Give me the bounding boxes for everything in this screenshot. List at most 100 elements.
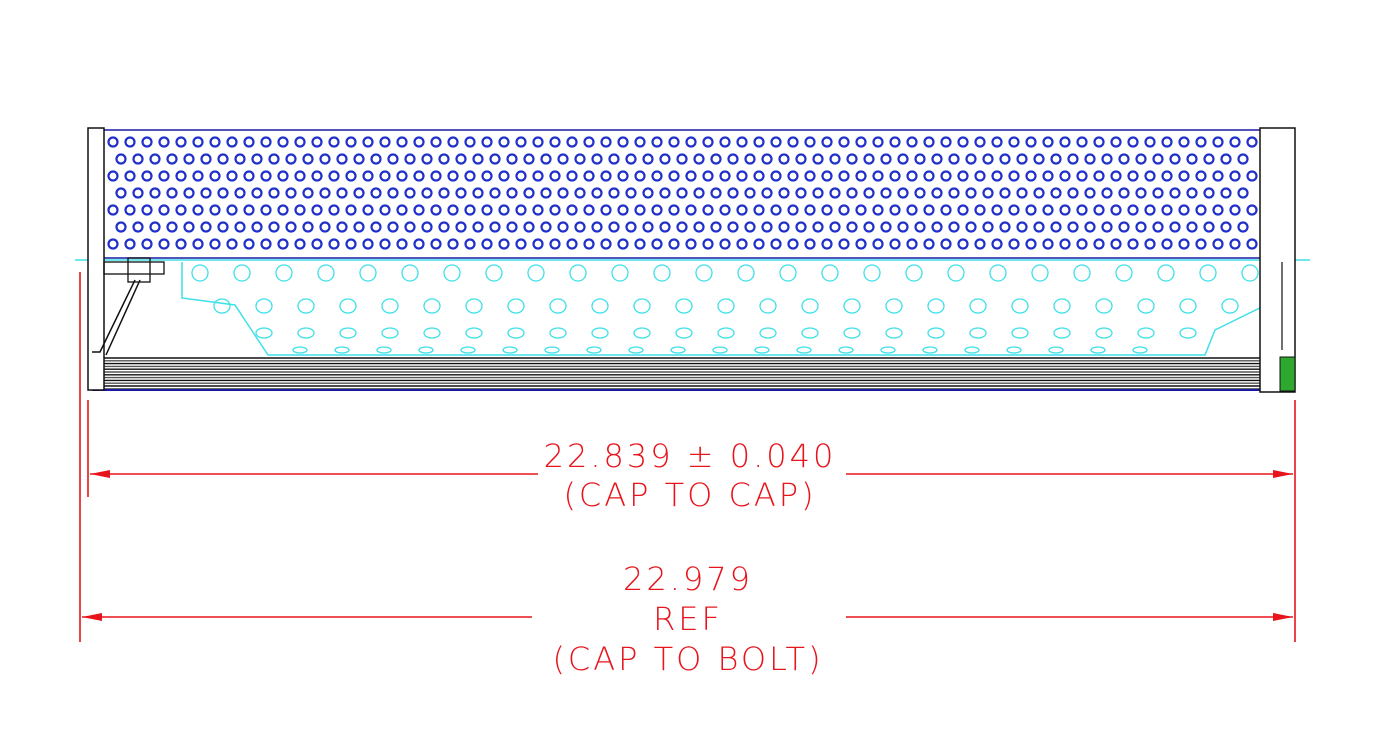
hole <box>353 153 365 165</box>
hole <box>336 221 348 233</box>
inner-perforations <box>191 264 1259 354</box>
hole <box>625 221 637 233</box>
hole <box>515 204 527 216</box>
hole <box>676 221 688 233</box>
hole <box>213 298 231 314</box>
hole <box>642 221 654 233</box>
hole <box>633 298 651 314</box>
hole <box>1186 221 1198 233</box>
hole <box>1008 136 1020 148</box>
hole <box>339 327 357 339</box>
hole <box>498 136 510 148</box>
hole <box>549 204 561 216</box>
hole <box>532 170 544 182</box>
hole <box>957 136 969 148</box>
hole <box>804 136 816 148</box>
hole <box>1195 136 1207 148</box>
hole <box>183 187 195 199</box>
hole <box>974 204 986 216</box>
hole <box>319 221 331 233</box>
hole <box>418 346 434 354</box>
outer-tube <box>102 129 1263 259</box>
hole <box>702 136 714 148</box>
hole <box>753 136 765 148</box>
hole <box>737 264 755 282</box>
hole <box>396 238 408 250</box>
hole <box>1084 221 1096 233</box>
hole <box>413 136 425 148</box>
hole <box>1132 346 1148 354</box>
hole <box>387 187 399 199</box>
hole <box>625 187 637 199</box>
hole <box>506 221 518 233</box>
hole <box>1059 204 1071 216</box>
hole <box>965 187 977 199</box>
hole <box>1053 327 1071 339</box>
hole <box>872 136 884 148</box>
hole <box>693 221 705 233</box>
hole <box>339 298 357 314</box>
hole <box>940 170 952 182</box>
hole <box>549 136 561 148</box>
hole <box>625 153 637 165</box>
hole <box>744 153 756 165</box>
hole <box>404 153 416 165</box>
hole <box>498 238 510 250</box>
hole <box>642 187 654 199</box>
hole <box>507 298 525 314</box>
hole <box>812 153 824 165</box>
hole <box>1050 153 1062 165</box>
hole <box>863 153 875 165</box>
hole <box>787 238 799 250</box>
hole <box>1033 187 1045 199</box>
hole <box>1076 204 1088 216</box>
hole <box>396 204 408 216</box>
hole <box>455 187 467 199</box>
hole <box>243 238 255 250</box>
hole <box>1076 136 1088 148</box>
hole <box>404 221 416 233</box>
hole <box>379 204 391 216</box>
hole <box>149 187 161 199</box>
hole <box>965 221 977 233</box>
hole <box>1011 298 1029 314</box>
hole <box>183 221 195 233</box>
hole <box>447 204 459 216</box>
hole <box>430 170 442 182</box>
hole <box>191 264 209 282</box>
hole <box>166 153 178 165</box>
hole <box>217 187 229 199</box>
hole <box>957 204 969 216</box>
outer-perforations <box>107 136 1258 250</box>
hole <box>1076 238 1088 250</box>
hole <box>1161 204 1173 216</box>
hole <box>940 204 952 216</box>
hole <box>1110 136 1122 148</box>
hole <box>914 221 926 233</box>
hole <box>1115 264 1133 282</box>
dimension-qualifier: REF <box>653 600 723 638</box>
hole <box>1246 136 1258 148</box>
hole <box>297 298 315 314</box>
hole <box>447 170 459 182</box>
hole <box>914 153 926 165</box>
hole <box>770 238 782 250</box>
hole <box>670 346 686 354</box>
hole <box>489 187 501 199</box>
hole <box>651 204 663 216</box>
hole <box>396 136 408 148</box>
hole <box>659 187 671 199</box>
hole <box>855 204 867 216</box>
hole <box>345 170 357 182</box>
hole <box>1237 221 1249 233</box>
hole <box>464 204 476 216</box>
hole <box>544 346 560 354</box>
hole <box>532 136 544 148</box>
hole <box>1033 221 1045 233</box>
hole <box>1118 153 1130 165</box>
hole <box>1127 238 1139 250</box>
hole <box>489 153 501 165</box>
hole <box>1076 170 1088 182</box>
hole <box>549 238 561 250</box>
hole <box>770 136 782 148</box>
